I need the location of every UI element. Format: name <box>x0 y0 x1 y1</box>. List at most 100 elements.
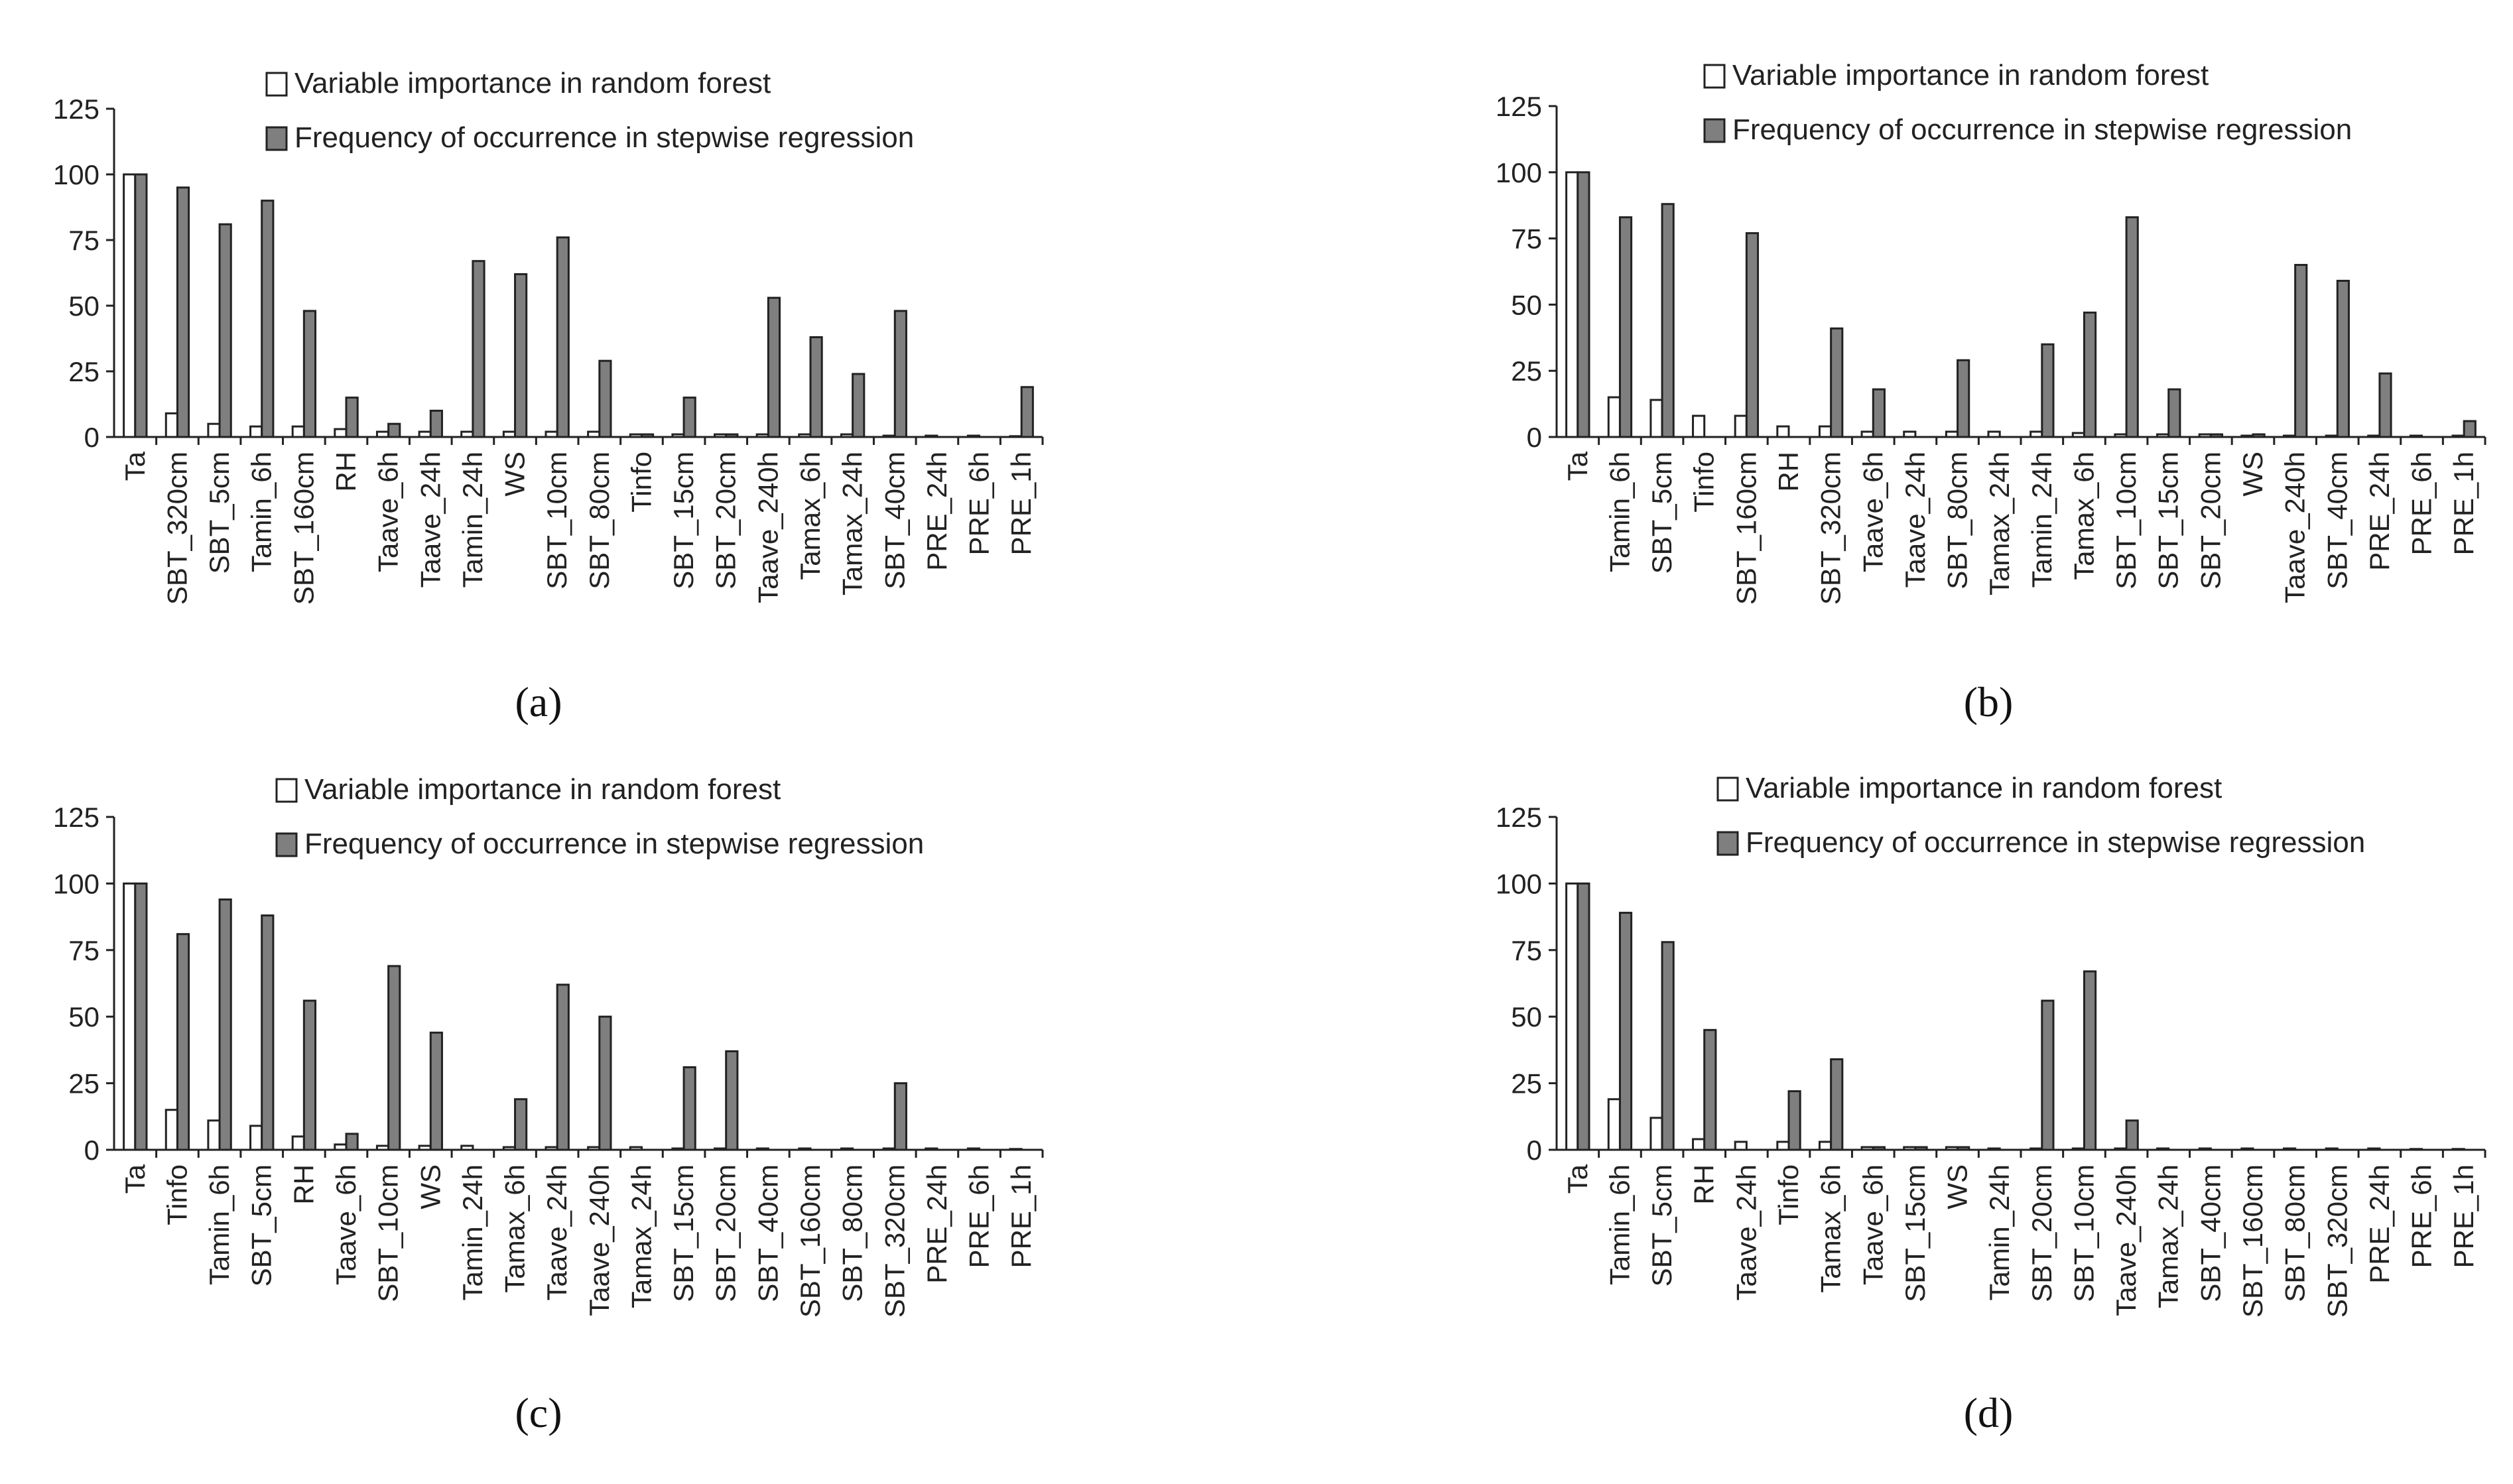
bar-random-forest <box>1009 1148 1023 1151</box>
bar-stepwise <box>345 1133 359 1151</box>
x-category-label: Taave_240h <box>584 1164 615 1316</box>
bar-stepwise <box>176 186 190 438</box>
bar-random-forest <box>587 430 601 438</box>
x-category-label: SBT_10cm <box>2110 452 2142 589</box>
bar-random-forest <box>2114 1147 2128 1151</box>
legend: Variable importance in random forest Freq… <box>1703 59 2352 146</box>
bar-random-forest <box>1818 425 1833 438</box>
bar-stepwise <box>852 373 866 438</box>
bar-random-forest <box>164 1109 178 1151</box>
x-category-label: PRE_24h <box>2364 1164 2395 1284</box>
x-category-label: Tinfo <box>625 452 657 513</box>
bar-stepwise <box>1830 327 1844 438</box>
y-tick-label: 75 <box>68 935 99 966</box>
x-category-label: PRE_1h <box>2448 1164 2479 1268</box>
bar-random-forest <box>334 428 348 438</box>
bar-stepwise <box>1020 386 1034 438</box>
bar-stepwise <box>1830 1058 1844 1151</box>
x-category-label: SBT_20cm <box>2026 1164 2057 1302</box>
x-category-label: WS <box>1942 1164 1973 1209</box>
bar-stepwise <box>893 1082 907 1151</box>
x-category-label: SBT_15cm <box>668 452 699 589</box>
x-category-label: RH <box>1773 452 1804 492</box>
bar-random-forest <box>2114 433 2128 438</box>
bar-random-forest <box>1818 1141 1833 1151</box>
bar-random-forest <box>671 433 685 438</box>
y-tick-label: 75 <box>1511 223 1542 255</box>
x-category-label: SBT_160cm <box>795 1164 826 1318</box>
x-category-label: SBT_160cm <box>2237 1164 2268 1318</box>
x-category-label: Tinfo <box>1689 452 1720 513</box>
bar-random-forest <box>2282 1147 2297 1151</box>
x-category-label: Taave_240h <box>752 452 783 603</box>
chart-panel-b: 0 25 50 75 100 125 Ta Tamin_6h SBT_5cm Tinfo SBT_1… <box>1496 59 2486 725</box>
bar-stepwise <box>598 359 612 438</box>
bar-random-forest <box>2240 434 2254 438</box>
x-category-label: PRE_1h <box>1005 1164 1037 1268</box>
x-category-label: Tamin_6h <box>1604 1164 1635 1285</box>
x-category-label: Tamin_6h <box>1604 452 1635 572</box>
x-category-label: Tinfo <box>161 1164 192 1225</box>
x-category-label: SBT_20cm <box>2195 452 2226 589</box>
panel-label: (a) <box>515 678 562 725</box>
bar-random-forest <box>755 433 769 438</box>
y-tick-label: 25 <box>68 356 99 387</box>
bar-stepwise <box>1618 216 1633 438</box>
x-category-label: SBT_320cm <box>1815 452 1846 605</box>
y-tick-label: 100 <box>1496 157 1542 188</box>
x-category-label: SBT_20cm <box>710 1164 741 1302</box>
bar-random-forest <box>502 430 517 438</box>
bar-stepwise <box>387 965 401 1151</box>
y-tick-label: 25 <box>1511 355 1542 387</box>
x-category-label: Taave_24h <box>541 1164 572 1301</box>
x-category-label: PRE_6h <box>964 1164 995 1268</box>
x-category-label: SBT_80cm <box>584 452 615 589</box>
y-tick-label: 0 <box>1527 422 1542 453</box>
bar-random-forest <box>1903 1146 1917 1151</box>
bar-random-forest <box>1607 1098 1621 1151</box>
x-category-label: Ta <box>119 451 151 481</box>
bar-random-forest <box>2325 434 2339 438</box>
bar-random-forest <box>1565 171 1579 438</box>
bar-random-forest <box>1565 882 1579 1151</box>
bar-stepwise <box>302 310 317 438</box>
bar-stepwise <box>1577 171 1590 438</box>
bar-random-forest <box>291 425 305 438</box>
x-category-label: SBT_40cm <box>752 1164 783 1302</box>
bar-stepwise <box>1618 912 1633 1151</box>
legend-label-stepwise: Frequency of occurrence in stepwise regr… <box>1746 826 2365 859</box>
bar-stepwise <box>2041 999 2055 1151</box>
bar-stepwise <box>2294 264 2308 438</box>
bar-stepwise <box>556 236 570 438</box>
x-category-label: PRE_24h <box>921 452 952 571</box>
bar-random-forest <box>714 1147 728 1151</box>
bar-random-forest <box>966 434 981 438</box>
bar-random-forest <box>164 412 178 438</box>
bar-stepwise <box>134 882 148 1151</box>
bar-random-forest <box>1734 1141 1748 1151</box>
x-category-label: SBT_10cm <box>373 1164 404 1302</box>
x-category-label: SBT_80cm <box>2280 1164 2311 1302</box>
x-category-label: PRE_6h <box>2406 452 2437 555</box>
bar-stepwise <box>514 273 528 438</box>
legend-swatch-stepwise <box>1703 118 1726 143</box>
legend: Variable importance in random forest Freq… <box>265 67 914 154</box>
bar-stepwise <box>598 1015 612 1151</box>
bar-random-forest <box>714 433 728 438</box>
x-category-label: Taave_24h <box>415 452 446 588</box>
bar-random-forest <box>1009 435 1023 438</box>
bar-stepwise <box>2252 433 2266 438</box>
bar-random-forest <box>2409 434 2423 438</box>
bar-stepwise <box>176 933 190 1151</box>
bar-random-forest <box>966 1147 981 1151</box>
chart-panel-d: 0 25 50 75 100 125 Ta Tamin_6h SBT_5cm RH Taave_24… <box>1496 772 2486 1436</box>
bar-random-forest <box>545 430 558 438</box>
legend-swatch-stepwise <box>1716 831 1739 856</box>
x-category-label: Taave_6h <box>1857 1164 1888 1285</box>
legend-swatch-random-forest <box>1716 776 1739 802</box>
x-category-label: SBT_80cm <box>837 1164 868 1302</box>
bar-stepwise <box>725 1050 739 1151</box>
bar-stepwise <box>2167 388 2181 438</box>
legend-swatch-random-forest <box>275 778 298 803</box>
bar-random-forest <box>418 1144 432 1151</box>
